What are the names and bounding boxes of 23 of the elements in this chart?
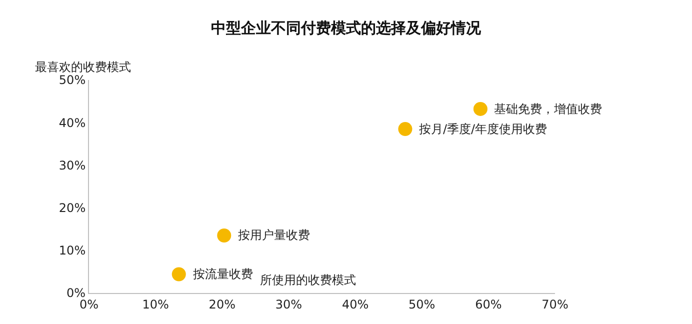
x-tick-label: 70% (542, 297, 568, 312)
point (398, 122, 412, 136)
annotation: 基础免费，增值收费 (494, 102, 602, 116)
point (473, 102, 488, 116)
annotation: 按月/季度/年度使用收费 (419, 122, 548, 136)
x-tick-label: 50% (408, 297, 436, 312)
y-tick-label: 10% (58, 244, 86, 258)
x-tick-label: 20% (208, 297, 236, 312)
chart-title: 中型企业不同付费模式的选择及偏好情况 (211, 19, 482, 38)
x-tick-label: 30% (275, 297, 302, 312)
x-axis-title: 所使用的收费模式 (260, 273, 356, 287)
y-tick-label: 30% (58, 158, 86, 172)
x-tick-label: 40% (342, 297, 369, 312)
annotation: 按流量收费 (193, 267, 253, 281)
point (172, 267, 186, 282)
y-tick-label: 20% (58, 201, 86, 215)
x-tick-label: 60% (475, 297, 502, 312)
y-axis-title: 最喜欢的收费模式 (35, 60, 131, 74)
y-tick-label: 50% (58, 73, 86, 88)
x-tick-label: 10% (142, 297, 169, 312)
y-tick-label: 40% (58, 116, 86, 130)
annotation: 按用户量收费 (238, 228, 310, 242)
point (217, 228, 232, 242)
